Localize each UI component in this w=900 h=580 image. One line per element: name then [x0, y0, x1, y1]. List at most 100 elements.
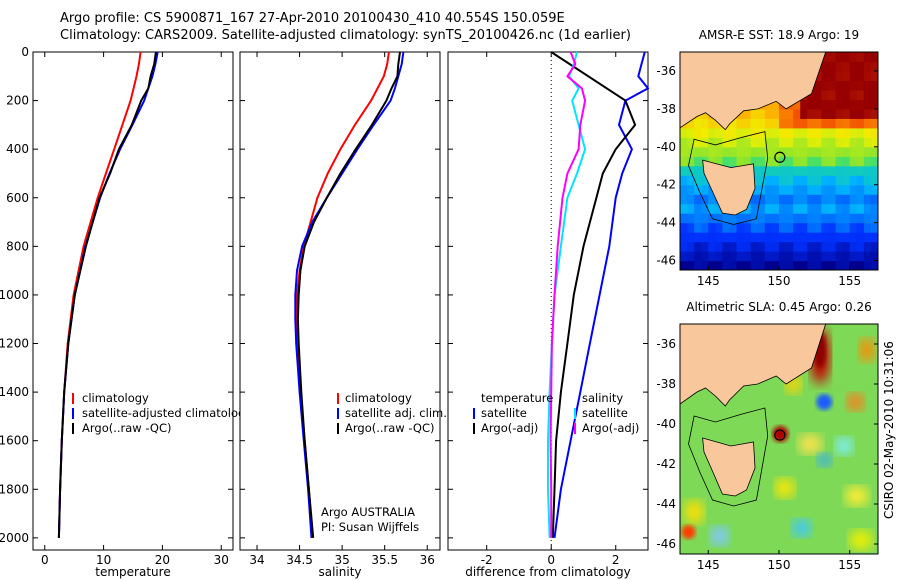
sst-cell — [842, 61, 851, 72]
sst-cell — [863, 241, 872, 252]
sst-cell — [680, 184, 688, 195]
sst-cell — [779, 165, 787, 176]
sst-cell — [856, 137, 865, 148]
sst-cell — [757, 127, 766, 138]
sst-cell — [750, 222, 759, 233]
sst-cell — [842, 146, 851, 157]
sst-cell — [863, 61, 872, 72]
sst-cell — [715, 137, 724, 148]
timestamp-side-label: CSIRO 02-May-2010 10:31:06 — [882, 341, 896, 519]
sst-cell — [842, 175, 851, 186]
sst-cell — [680, 194, 688, 205]
sst-cell — [814, 203, 823, 214]
sst-cell — [807, 89, 815, 100]
sst-cell — [828, 213, 837, 224]
sst-cell — [800, 203, 808, 214]
sla-anomaly-blob — [681, 525, 696, 539]
sst-cell — [750, 203, 759, 214]
sst-cell — [750, 137, 759, 148]
sst-cell — [764, 260, 773, 270]
sla-anomaly-blob — [849, 530, 874, 550]
argo-float-marker — [774, 151, 786, 163]
sst-cell — [870, 194, 878, 205]
mainland-australia — [680, 52, 827, 131]
sst-cell — [856, 156, 865, 167]
sst-cell — [708, 118, 716, 129]
sst-cell — [729, 146, 738, 157]
sst-cell — [821, 118, 830, 129]
sst-cell — [835, 80, 844, 91]
sst-cell — [856, 89, 865, 100]
sst-cell — [821, 213, 830, 224]
x-tick-label: 35.5 — [371, 553, 398, 567]
sst-cell — [828, 260, 837, 270]
sst-cell — [821, 251, 830, 262]
legend-label: climatology — [345, 391, 412, 405]
sst-cell — [870, 175, 878, 186]
sst-cell — [863, 184, 872, 195]
sst-cell — [680, 260, 688, 270]
sst-cell — [694, 165, 702, 176]
sst-cell — [856, 203, 865, 214]
sst-cell — [870, 156, 878, 167]
sst-cell — [687, 175, 695, 186]
sst-cell — [856, 165, 865, 176]
sst-cell — [764, 175, 773, 186]
sst-cell — [743, 241, 752, 252]
x-tick-label: 20 — [155, 553, 170, 567]
sst-cell — [736, 213, 745, 224]
legend-label: Argo(..raw -QC) — [82, 421, 172, 435]
sst-cell — [814, 232, 823, 243]
sst-cell — [856, 213, 865, 224]
sst-cell — [849, 165, 858, 176]
sst-cell — [694, 203, 702, 214]
sst-cell — [863, 194, 872, 205]
sst-cell — [786, 184, 794, 195]
sst-cell — [708, 251, 716, 262]
y-tick-label: 600 — [6, 191, 29, 205]
y-tick-label: -44 — [656, 497, 676, 511]
sst-cell — [715, 251, 724, 262]
sst-cell — [842, 222, 851, 233]
sst-cell — [779, 241, 787, 252]
sst-cell — [786, 194, 794, 205]
sst-cell — [814, 156, 823, 167]
sst-cell — [870, 80, 878, 91]
sst-cell — [793, 146, 801, 157]
sst-cell — [842, 52, 851, 63]
sst-cell — [687, 127, 695, 138]
sst-cell — [821, 80, 830, 91]
sst-cell — [842, 108, 851, 119]
sst-cell — [828, 241, 837, 252]
sst-cell — [729, 118, 738, 129]
sst-cell — [856, 61, 865, 72]
sst-cell — [828, 61, 837, 72]
sst-cell — [835, 127, 844, 138]
sst-cell — [757, 194, 766, 205]
sst-cell — [863, 108, 872, 119]
legend-label: Argo(-adj) — [481, 421, 538, 435]
sst-cell — [842, 137, 851, 148]
sst-cell — [786, 241, 794, 252]
sst-cell — [771, 232, 780, 243]
sst-cell — [835, 260, 844, 270]
sst-cell — [835, 89, 844, 100]
sst-cell — [821, 127, 830, 138]
sst-cell — [863, 232, 872, 243]
sst-cell — [870, 251, 878, 262]
sst-cell — [729, 251, 738, 262]
argo-float-marker — [774, 429, 786, 441]
sst-cell — [821, 175, 830, 186]
sst-cell — [687, 203, 695, 214]
y-tick-label: 1000 — [0, 288, 29, 302]
sst-cell — [793, 118, 801, 129]
sst-cell — [814, 222, 823, 233]
series-line-3 — [296, 51, 401, 538]
sst-cell — [715, 213, 724, 224]
sst-cell — [779, 203, 787, 214]
sst-cell — [708, 241, 716, 252]
sst-cell — [842, 118, 851, 129]
sst-cell — [786, 108, 794, 119]
sst-cell — [842, 203, 851, 214]
sst-cell — [842, 99, 851, 110]
